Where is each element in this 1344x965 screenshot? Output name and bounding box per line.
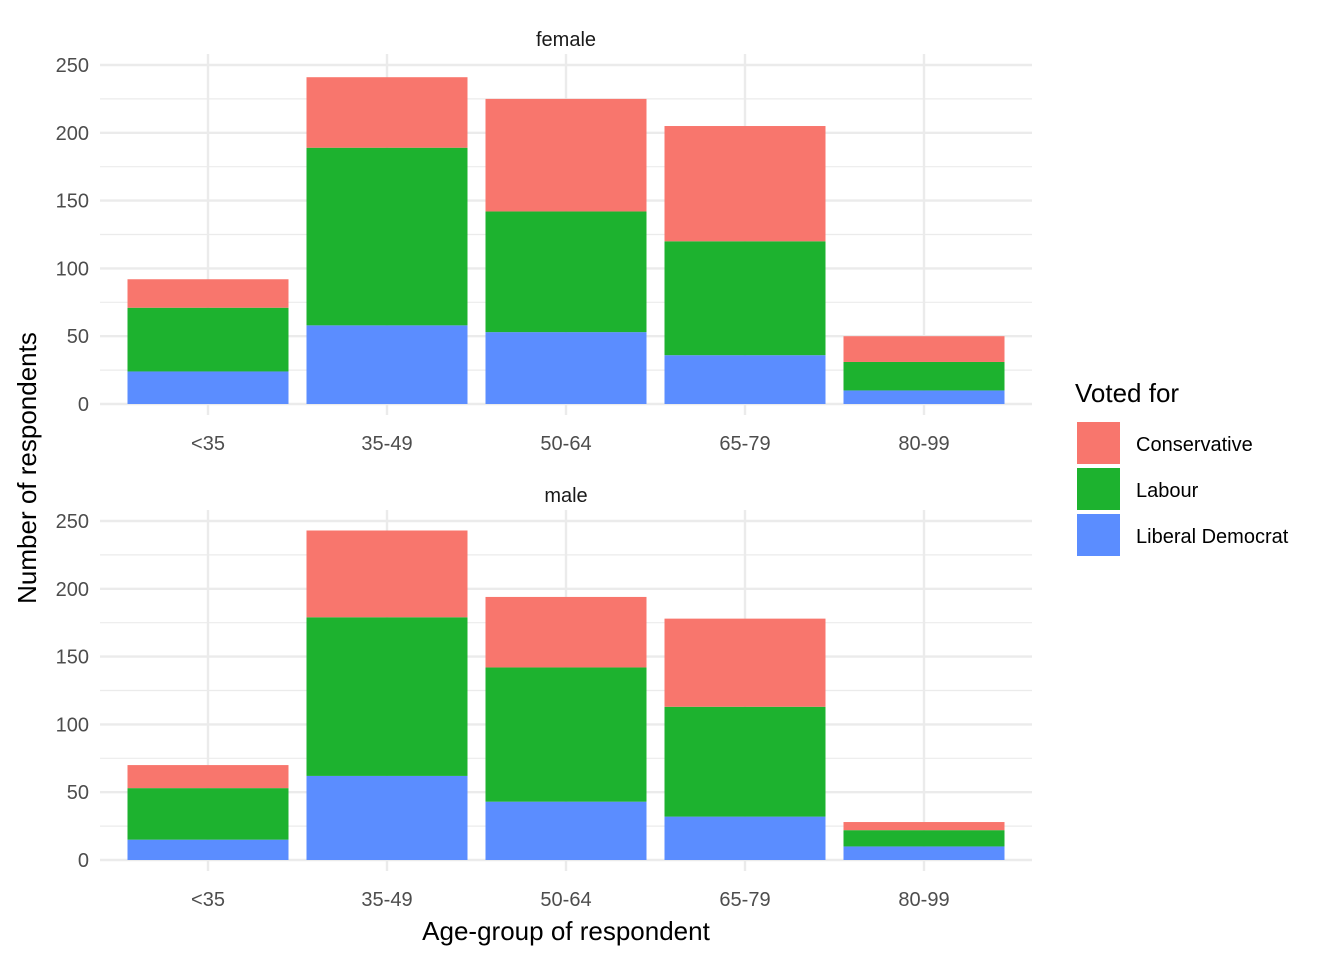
legend-key-liberal-democrat [1077,514,1120,556]
bar-male-35-49-conservative [306,530,468,618]
bar-male-<35-labour [127,788,289,840]
bar-female-<35-labour [127,307,289,372]
bar-male-50-64-conservative [485,596,647,668]
y-tick-label: 100 [56,714,89,736]
legend: Conservative Labour Liberal Democrat [1077,422,1289,556]
legend-label: Labour [1136,480,1199,502]
bar-female-35-49-liberal-democrat [306,325,468,404]
bar-female-35-49-labour [306,147,468,326]
legend-key-labour [1077,468,1120,510]
bar-female-65-79-labour [664,241,826,356]
x-tick-label: 35-49 [361,433,412,455]
legend-label: Liberal Democrat [1136,526,1289,548]
y-tick-label: 50 [67,782,89,804]
bar-female-65-79-liberal-democrat [664,355,826,404]
facet-strip-label: male [544,485,587,507]
x-tick-label: 80-99 [898,433,949,455]
y-tick-label: 200 [56,579,89,601]
bar-female-50-64-conservative [485,98,647,212]
bar-male-65-79-labour [664,706,826,817]
x-tick-label: <35 [191,889,225,911]
bar-female-<35-conservative [127,279,289,308]
y-tick-label: 50 [67,326,89,348]
x-tick-label: 65-79 [719,433,770,455]
legend-key-conservative [1077,422,1120,464]
x-tick-label: <35 [191,433,225,455]
bar-male-65-79-liberal-democrat [664,816,826,860]
y-tick-label: 150 [56,647,89,669]
bar-male-80-99-labour [843,830,1005,847]
legend-label: Conservative [1136,434,1253,456]
bar-male-<35-conservative [127,765,289,789]
x-tick-label: 35-49 [361,889,412,911]
bar-female-80-99-labour [843,361,1005,391]
bar-female-<35-liberal-democrat [127,371,289,404]
x-tick-label: 65-79 [719,889,770,911]
y-axis-title: Number of respondents [12,332,42,604]
y-tick-label: 150 [56,191,89,213]
x-tick-label: 80-99 [898,889,949,911]
bar-male-50-64-labour [485,667,647,802]
bar-male-50-64-liberal-democrat [485,801,647,860]
y-tick-label: 100 [56,258,89,280]
x-tick-label: 50-64 [540,433,591,455]
bar-male-80-99-liberal-democrat [843,846,1005,860]
y-tick-label: 250 [56,511,89,533]
bar-male-65-79-conservative [664,618,826,707]
bar-male-80-99-conservative [843,822,1005,831]
bar-male-<35-liberal-democrat [127,839,289,860]
bar-female-80-99-liberal-democrat [843,390,1005,404]
y-tick-label: 200 [56,123,89,145]
bar-female-50-64-labour [485,211,647,333]
y-tick-label: 250 [56,55,89,77]
legend-title: Voted for [1075,378,1179,408]
bar-male-35-49-labour [306,617,468,776]
facet-strip-label: female [536,29,596,51]
x-tick-label: 50-64 [540,889,591,911]
y-tick-label: 0 [78,394,89,416]
y-tick-label: 0 [78,850,89,872]
bar-female-65-79-conservative [664,126,826,242]
bar-male-35-49-liberal-democrat [306,775,468,860]
bar-female-80-99-conservative [843,336,1005,362]
x-axis-title: Age-group of respondent [422,916,710,946]
facet-panel-male: 0 50 100 150 200 250 <35 35-49 50-64 65-79 80-99 ma… [56,485,1032,911]
bar-female-35-49-conservative [306,77,468,148]
facet-panel-female: 0 50 100 150 200 250 <35 35-49 50-64 65-79 80-99 fe… [56,29,1032,455]
bar-female-50-64-liberal-democrat [485,332,647,404]
